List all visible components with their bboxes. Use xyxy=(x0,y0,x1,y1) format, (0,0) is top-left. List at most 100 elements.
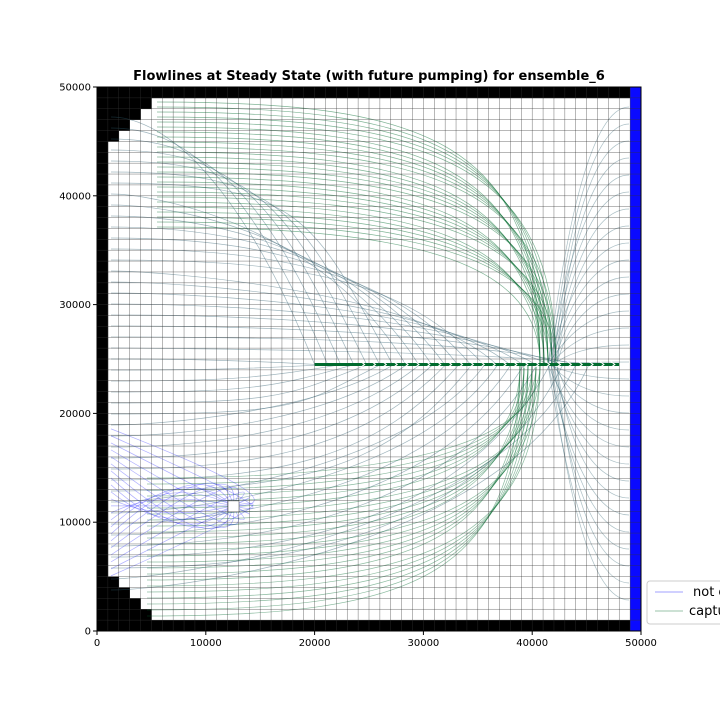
inactive-cell xyxy=(466,620,479,632)
boundary-cell xyxy=(630,369,642,382)
boundary-cell xyxy=(630,87,642,99)
boundary-cell xyxy=(630,446,642,458)
inactive-cell xyxy=(303,87,315,99)
boundary-cell xyxy=(630,533,642,545)
drain-arrow xyxy=(577,361,584,368)
inactive-cell xyxy=(97,402,109,414)
captured-flowline xyxy=(156,121,557,365)
captured-flowline xyxy=(156,181,545,365)
inactive-cell xyxy=(303,620,315,632)
inactive-cell xyxy=(325,620,337,632)
boundary-cell xyxy=(630,500,642,512)
inactive-cell xyxy=(97,304,109,316)
drain-arrow xyxy=(436,361,442,368)
inactive-cell xyxy=(97,511,109,523)
inactive-cell xyxy=(292,87,305,99)
inactive-cell xyxy=(118,119,130,131)
boundary-cell xyxy=(630,620,642,632)
boundary-cell xyxy=(630,315,642,327)
inactive-cell xyxy=(97,87,109,99)
inactive-cell xyxy=(281,87,294,99)
captured-flowline xyxy=(146,364,537,521)
inactive-cell xyxy=(466,87,479,99)
inactive-cell xyxy=(477,87,489,99)
boundary-cell xyxy=(630,293,642,305)
boundary-cell xyxy=(630,565,642,577)
boundary-cell xyxy=(630,337,642,349)
inactive-cell xyxy=(456,620,468,632)
inactive-cell xyxy=(543,87,555,99)
inactive-cell xyxy=(97,348,109,360)
flowline xyxy=(110,160,367,365)
boundary-cell xyxy=(630,326,642,338)
captured-flowline xyxy=(146,364,529,497)
not-captured-flowline xyxy=(110,491,234,520)
inactive-cell xyxy=(97,141,109,153)
inactive-cell xyxy=(260,87,272,99)
flowline xyxy=(556,364,630,567)
not-captured-flowline xyxy=(110,502,254,577)
captured-flowline xyxy=(146,364,521,617)
inactive-cell xyxy=(107,87,120,99)
boundary-cell xyxy=(630,108,642,120)
flowline xyxy=(550,364,630,533)
drain-arrow xyxy=(512,361,518,368)
inactive-cell xyxy=(97,163,109,175)
captured-flowline xyxy=(146,364,541,515)
boundary-cell xyxy=(630,456,642,469)
inactive-cell xyxy=(97,261,109,273)
x-tick-label: 20000 xyxy=(299,638,331,649)
drain-arrow xyxy=(382,361,388,368)
drain-arrow xyxy=(588,361,594,368)
legend: not captured captured xyxy=(646,580,720,625)
y-tick-label: 0 xyxy=(85,627,91,638)
flowline xyxy=(110,364,538,547)
flowline xyxy=(110,182,393,365)
inactive-cell xyxy=(107,598,120,610)
flowline xyxy=(553,208,630,365)
drain-arrow xyxy=(490,361,496,368)
flowline xyxy=(547,364,630,584)
inactive-cell xyxy=(401,620,413,632)
boundary-cell xyxy=(630,206,642,218)
captured-flowline xyxy=(156,206,545,365)
x-tick-label: 50000 xyxy=(625,638,657,649)
inactive-cell xyxy=(118,587,130,599)
flowline xyxy=(110,149,354,365)
inactive-cell xyxy=(358,620,370,632)
captured-flowline xyxy=(156,101,541,365)
inactive-cell xyxy=(97,446,109,458)
flowline xyxy=(110,364,564,569)
drain-arrow xyxy=(534,361,540,368)
inactive-cell xyxy=(97,620,109,632)
flowline xyxy=(553,276,630,365)
drain-arrow xyxy=(599,361,605,368)
boundary-cell xyxy=(630,130,642,142)
inactive-cell xyxy=(129,97,141,110)
boundary-cell xyxy=(630,576,642,588)
inactive-cell xyxy=(97,413,109,425)
inactive-cell xyxy=(358,87,370,99)
not-captured-flowline xyxy=(110,492,234,521)
inactive-cell xyxy=(118,598,130,610)
inactive-cell xyxy=(412,87,424,99)
inactive-cell xyxy=(586,620,598,632)
inactive-cell xyxy=(107,130,120,142)
drain-arrow xyxy=(610,361,616,368)
inactive-cell xyxy=(97,326,109,338)
inactive-cell xyxy=(97,598,109,610)
x-tick-label: 10000 xyxy=(190,638,222,649)
inactive-cell xyxy=(238,620,250,632)
captured-flowline xyxy=(156,211,549,365)
inactive-cell xyxy=(260,620,272,632)
inactive-cell xyxy=(597,87,609,99)
inactive-cell xyxy=(140,97,152,110)
inactive-cell xyxy=(292,620,305,632)
inactive-cell xyxy=(608,87,620,99)
inactive-cell xyxy=(97,108,109,120)
captured-flowline xyxy=(156,196,557,365)
inactive-cell xyxy=(129,87,141,99)
boundary-cell xyxy=(630,348,642,360)
inactive-cell xyxy=(97,293,109,305)
